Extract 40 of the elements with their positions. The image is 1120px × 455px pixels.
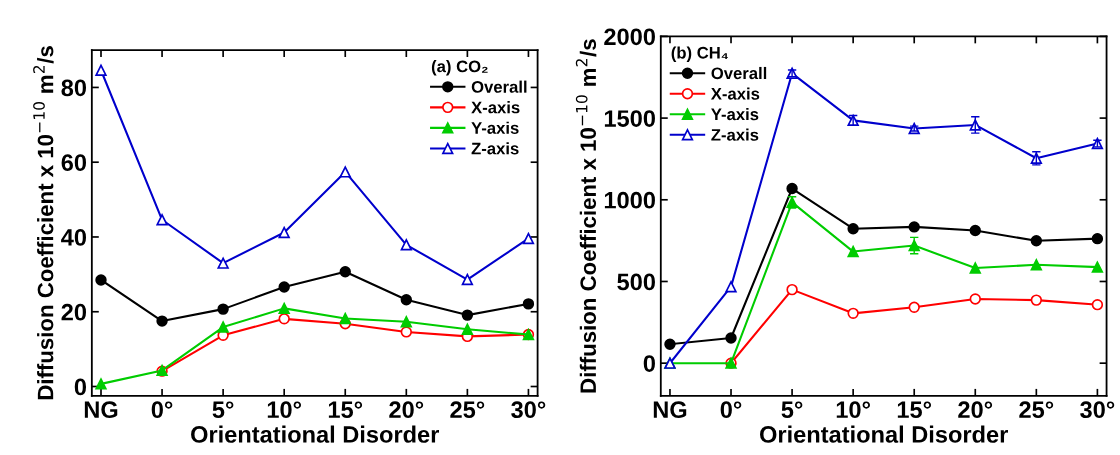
x-tick-label: 0°: [151, 401, 173, 419]
x-tick-label: 30°: [511, 401, 546, 419]
x-tick-label: 5°: [212, 401, 234, 419]
y-axis-title: Diffusion Coefficient x 10$^{−10}$ m$^{2}$/s: [33, 46, 54, 400]
legend-label: Y-axis: [711, 108, 759, 121]
legend-label: Z-axis: [711, 128, 759, 141]
x-tick-label: 15°: [897, 401, 932, 419]
legend-label: X-axis: [710, 87, 760, 100]
x-tick-label: NG: [84, 401, 118, 419]
x-tick-label: 25°: [1019, 401, 1054, 419]
y-tick-label: 0: [643, 355, 655, 372]
y-tick-label: 2000: [604, 28, 655, 46]
legend-label: Z-axis: [471, 142, 519, 155]
legend-label: X-axis: [471, 101, 520, 114]
y-tick-label: 0: [74, 378, 87, 396]
legend-label: Overall: [711, 66, 767, 80]
y-tick-label: 40: [61, 229, 87, 246]
y-tick-label: 80: [61, 79, 87, 97]
legend-label: Overall: [471, 80, 527, 93]
legend-title: (b) CH₄: [671, 46, 728, 62]
y-tick-label: 60: [61, 154, 87, 171]
x-tick-label: 20°: [958, 401, 993, 419]
x-tick-label: NG: [653, 401, 687, 419]
x-tick-label: 10°: [267, 401, 302, 419]
x-tick-label: 5°: [781, 401, 803, 419]
x-tick-label: 10°: [836, 401, 870, 419]
x-tick-label: 15°: [328, 401, 363, 419]
legend-title: (a) CO₂: [431, 60, 488, 76]
x-tick-label: 20°: [389, 401, 424, 419]
x-axis-title: Orientational Disorder: [191, 425, 440, 443]
x-tick-label: 25°: [450, 401, 485, 419]
y-tick-label: 1000: [604, 191, 655, 209]
y-axis-title: Diffusion Coefficient x 10$^{−10}$ m$^{2}$/s: [575, 39, 597, 393]
y-tick-label: 1500: [604, 110, 655, 127]
x-tick-label: 30°: [1080, 401, 1115, 419]
y-tick-label: 500: [617, 273, 655, 291]
legend-label: Y-axis: [471, 121, 519, 134]
x-tick-label: 0°: [720, 401, 742, 419]
x-axis-title: Orientational Disorder: [760, 425, 1008, 443]
y-tick-label: 20: [61, 303, 87, 321]
